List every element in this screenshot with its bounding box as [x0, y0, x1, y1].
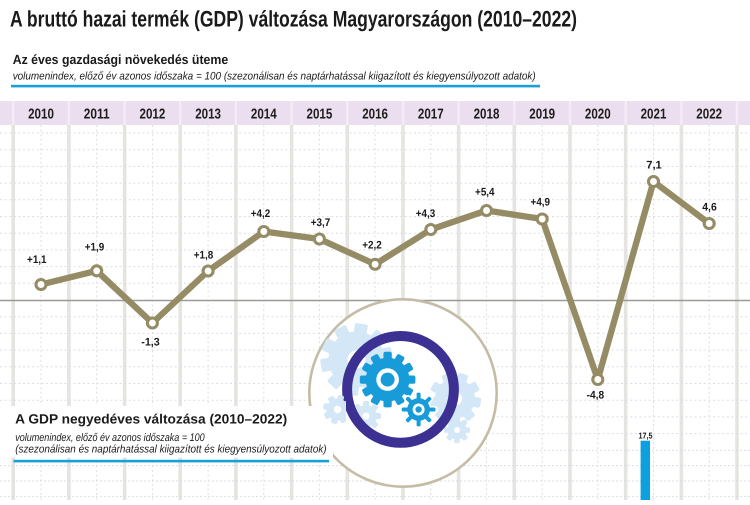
svg-text:(szezonálisan és naptárhatássa: (szezonálisan és naptárhatással kiigazít…	[15, 443, 327, 455]
svg-text:volumenindex, előző év azonos: volumenindex, előző év azonos időszaka =…	[15, 432, 205, 444]
svg-text:2013: 2013	[195, 106, 221, 122]
svg-text:A GDP negyedéves változása (20: A GDP negyedéves változása (2010–2022)	[15, 412, 287, 427]
svg-text:+4,2: +4,2	[251, 208, 271, 220]
svg-text:volumenindex, előző év azonos: volumenindex, előző év azonos időszaka =…	[13, 71, 536, 83]
svg-text:7,1: 7,1	[646, 160, 662, 172]
svg-text:+3,7: +3,7	[311, 217, 331, 229]
svg-text:2016: 2016	[362, 106, 388, 122]
svg-text:Az éves gazdasági növekedés üt: Az éves gazdasági növekedés üteme	[13, 52, 229, 67]
svg-text:2018: 2018	[474, 106, 500, 122]
svg-text:2011: 2011	[84, 106, 110, 122]
svg-text:2022: 2022	[696, 106, 722, 122]
svg-text:4,6: 4,6	[702, 202, 717, 214]
svg-text:2017: 2017	[418, 106, 444, 122]
svg-text:+4,9: +4,9	[531, 197, 551, 209]
svg-text:17,5: 17,5	[639, 431, 653, 441]
svg-text:+1,9: +1,9	[85, 242, 105, 254]
svg-text:2019: 2019	[529, 106, 555, 122]
svg-text:-1,3: -1,3	[141, 337, 160, 349]
svg-text:+1,1: +1,1	[27, 254, 47, 266]
svg-text:+1,8: +1,8	[194, 249, 214, 261]
svg-text:+4,3: +4,3	[416, 208, 436, 220]
svg-text:2010: 2010	[28, 106, 54, 122]
svg-text:+2,2: +2,2	[362, 239, 382, 251]
svg-text:A bruttó hazai termék (GDP) vá: A bruttó hazai termék (GDP) változása Ma…	[10, 7, 577, 32]
svg-text:2014: 2014	[251, 106, 277, 122]
svg-text:2021: 2021	[641, 106, 667, 122]
svg-text:-4,8: -4,8	[587, 390, 605, 402]
svg-text:+5,4: +5,4	[475, 186, 495, 198]
svg-text:2015: 2015	[307, 106, 333, 122]
svg-text:2020: 2020	[585, 106, 611, 122]
svg-text:2012: 2012	[140, 106, 166, 122]
